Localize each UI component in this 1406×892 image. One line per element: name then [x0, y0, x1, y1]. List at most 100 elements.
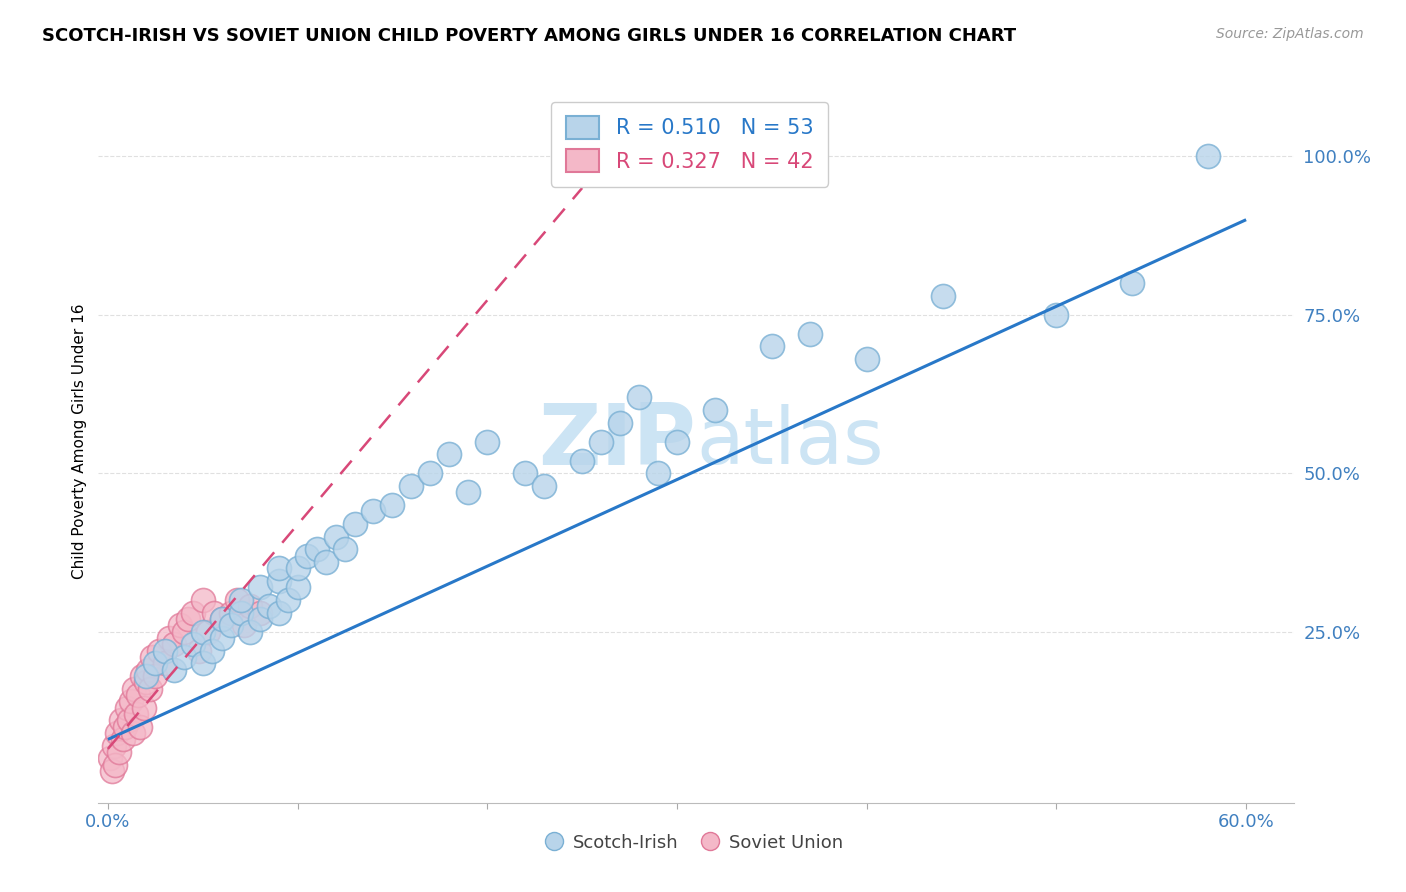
- Point: [305, 542, 328, 557]
- Point: [105, 726, 128, 740]
- Point: [153, 643, 176, 657]
- Point: [515, 467, 537, 481]
- Point: [121, 726, 143, 740]
- Point: [381, 498, 404, 512]
- Point: [647, 467, 669, 481]
- Point: [249, 606, 271, 620]
- Point: [533, 479, 555, 493]
- Point: [114, 720, 136, 734]
- Point: [135, 675, 157, 690]
- Point: [1121, 276, 1143, 290]
- Point: [104, 757, 127, 772]
- Text: atlas: atlas: [696, 403, 883, 480]
- Text: SCOTCH-IRISH VS SOVIET UNION CHILD POVERTY AMONG GIRLS UNDER 16 CORRELATION CHAR: SCOTCH-IRISH VS SOVIET UNION CHILD POVER…: [42, 27, 1017, 45]
- Point: [191, 593, 214, 607]
- Point: [628, 390, 651, 404]
- Point: [267, 574, 290, 588]
- Point: [761, 339, 783, 353]
- Point: [120, 694, 142, 708]
- Point: [173, 624, 195, 639]
- Point: [181, 606, 204, 620]
- Point: [129, 720, 152, 734]
- Point: [267, 561, 290, 575]
- Point: [108, 745, 131, 759]
- Point: [1197, 149, 1219, 163]
- Point: [249, 612, 271, 626]
- Point: [343, 516, 366, 531]
- Point: [124, 681, 146, 696]
- Point: [439, 447, 461, 461]
- Point: [176, 612, 198, 626]
- Point: [233, 618, 256, 632]
- Point: [401, 479, 423, 493]
- Text: Source: ZipAtlas.com: Source: ZipAtlas.com: [1216, 27, 1364, 41]
- Point: [457, 485, 479, 500]
- Point: [202, 606, 225, 620]
- Point: [333, 542, 356, 557]
- Point: [571, 453, 593, 467]
- Point: [703, 402, 725, 417]
- Point: [136, 663, 159, 677]
- Point: [267, 606, 290, 620]
- Point: [239, 624, 262, 639]
- Legend: Scotch-Irish, Soviet Union: Scotch-Irish, Soviet Union: [541, 826, 851, 859]
- Point: [173, 650, 195, 665]
- Point: [219, 618, 242, 632]
- Point: [163, 637, 186, 651]
- Point: [315, 555, 337, 569]
- Point: [219, 606, 242, 620]
- Point: [191, 657, 214, 671]
- Point: [931, 289, 953, 303]
- Point: [118, 714, 141, 728]
- Point: [112, 732, 135, 747]
- Point: [163, 663, 186, 677]
- Point: [131, 669, 153, 683]
- Point: [103, 739, 125, 753]
- Point: [211, 612, 233, 626]
- Point: [138, 681, 160, 696]
- Point: [211, 612, 233, 626]
- Point: [191, 624, 214, 639]
- Point: [1045, 308, 1067, 322]
- Point: [277, 593, 299, 607]
- Point: [295, 549, 318, 563]
- Point: [141, 650, 163, 665]
- Point: [363, 504, 385, 518]
- Point: [249, 580, 271, 594]
- Point: [666, 434, 689, 449]
- Point: [148, 643, 170, 657]
- Point: [188, 643, 211, 657]
- Point: [325, 530, 347, 544]
- Point: [127, 688, 149, 702]
- Point: [257, 599, 280, 614]
- Point: [110, 714, 132, 728]
- Point: [143, 669, 166, 683]
- Point: [157, 631, 180, 645]
- Point: [799, 326, 821, 341]
- Point: [197, 624, 219, 639]
- Point: [287, 580, 309, 594]
- Point: [135, 669, 157, 683]
- Point: [419, 467, 441, 481]
- Point: [100, 764, 122, 778]
- Point: [181, 637, 204, 651]
- Point: [125, 707, 148, 722]
- Point: [477, 434, 499, 449]
- Point: [229, 606, 252, 620]
- Y-axis label: Child Poverty Among Girls Under 16: Child Poverty Among Girls Under 16: [72, 304, 87, 579]
- Point: [98, 751, 121, 765]
- Text: ZIP: ZIP: [538, 400, 696, 483]
- Point: [201, 643, 224, 657]
- Point: [287, 561, 309, 575]
- Point: [855, 352, 877, 367]
- Point: [143, 657, 166, 671]
- Point: [591, 434, 613, 449]
- Point: [132, 700, 155, 714]
- Point: [115, 700, 138, 714]
- Point: [229, 593, 252, 607]
- Point: [225, 593, 247, 607]
- Point: [153, 657, 176, 671]
- Point: [609, 416, 631, 430]
- Point: [239, 599, 262, 614]
- Point: [169, 618, 191, 632]
